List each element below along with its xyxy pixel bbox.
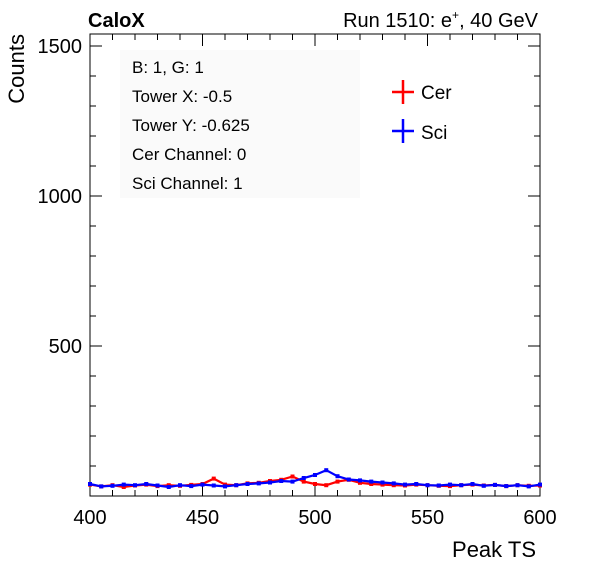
data-point-cer	[211, 476, 216, 481]
data-point-sci	[200, 482, 205, 487]
data-point-cer	[121, 485, 126, 489]
data-point-sci	[110, 483, 115, 488]
data-point-sci	[256, 481, 261, 486]
legend-label-sci: Sci	[421, 123, 447, 144]
data-point-sci	[436, 483, 441, 488]
data-point-sci	[414, 482, 419, 486]
data-point-sci	[290, 479, 295, 484]
data-point-sci	[538, 482, 542, 487]
data-point-sci	[189, 484, 194, 489]
data-point-sci	[493, 482, 497, 487]
header-run-text: Run 1510: e	[343, 10, 452, 32]
info-line: Tower Y: -0.625	[132, 116, 250, 135]
data-point-sci	[481, 483, 486, 488]
header-left-label: CaloX	[88, 10, 145, 32]
data-point-sci	[99, 484, 104, 489]
legend-label-cer: Cer	[421, 83, 452, 104]
data-point-sci	[144, 482, 149, 486]
data-point-cer	[313, 482, 317, 486]
data-point-sci	[279, 479, 284, 483]
series-layer	[88, 468, 542, 489]
info-box-lines: B: 1, G: 1 Tower X: -0.5 Tower Y: -0.625 Ce…	[132, 58, 250, 193]
data-point-sci	[245, 482, 250, 486]
legend-marker-sci	[392, 119, 414, 143]
data-point-cer	[301, 479, 306, 484]
y-tick-label: 1500	[38, 36, 83, 58]
info-line: Tower X: -0.5	[132, 87, 232, 106]
header-run-suffix: , 40 GeV	[459, 10, 539, 32]
data-point-sci	[324, 468, 329, 473]
data-point-sci	[234, 483, 239, 488]
header-run-label: Run 1510: e+, 40 GeV	[343, 8, 539, 32]
x-tick-label: 400	[73, 507, 106, 529]
data-point-sci	[358, 478, 362, 483]
data-point-sci	[211, 483, 216, 488]
info-line: Sci Channel: 1	[132, 174, 243, 193]
data-point-sci	[223, 484, 227, 489]
data-point-sci	[448, 482, 452, 487]
data-point-cer	[369, 482, 374, 486]
data-point-sci	[470, 482, 475, 486]
data-point-cer	[380, 482, 385, 487]
data-point-sci	[268, 480, 272, 485]
data-point-sci	[515, 483, 520, 488]
data-point-cer	[358, 480, 362, 485]
data-point-sci	[425, 483, 430, 488]
x-axis-title: Peak TS	[452, 537, 536, 562]
data-point-sci	[391, 481, 396, 486]
x-tick-label: 450	[186, 507, 219, 529]
data-point-sci	[166, 485, 171, 489]
data-point-sci	[178, 483, 182, 488]
info-box	[120, 50, 360, 198]
data-point-sci	[380, 480, 385, 485]
data-point-sci	[346, 477, 351, 482]
data-point-sci	[504, 484, 509, 489]
info-line: Cer Channel: 0	[132, 145, 246, 164]
data-point-sci	[121, 482, 126, 487]
x-tick-label: 550	[411, 507, 444, 529]
data-point-sci	[369, 479, 374, 484]
data-point-sci	[88, 482, 92, 486]
data-point-sci	[313, 473, 317, 477]
data-point-sci	[335, 474, 340, 479]
axis-ticks: 400 450 500 550 600 500 1000 1500	[38, 34, 557, 529]
data-point-cer	[335, 479, 340, 484]
data-point-cer	[290, 474, 295, 479]
data-point-sci	[133, 483, 137, 488]
y-tick-label: 500	[49, 336, 82, 358]
header-run-sup: +	[452, 8, 459, 22]
legend: Cer Sci	[392, 80, 452, 144]
data-point-cer	[324, 483, 329, 488]
y-axis-title: Counts	[4, 34, 29, 104]
y-tick-label: 1000	[38, 186, 83, 208]
data-point-sci	[155, 483, 160, 488]
x-tick-label: 500	[298, 507, 331, 529]
info-line: B: 1, G: 1	[132, 58, 204, 77]
x-tick-label: 600	[523, 507, 556, 529]
data-point-sci	[301, 476, 306, 480]
data-point-sci	[526, 484, 531, 489]
data-point-sci	[459, 483, 464, 488]
legend-marker-cer	[392, 80, 414, 104]
data-point-sci	[403, 482, 407, 487]
